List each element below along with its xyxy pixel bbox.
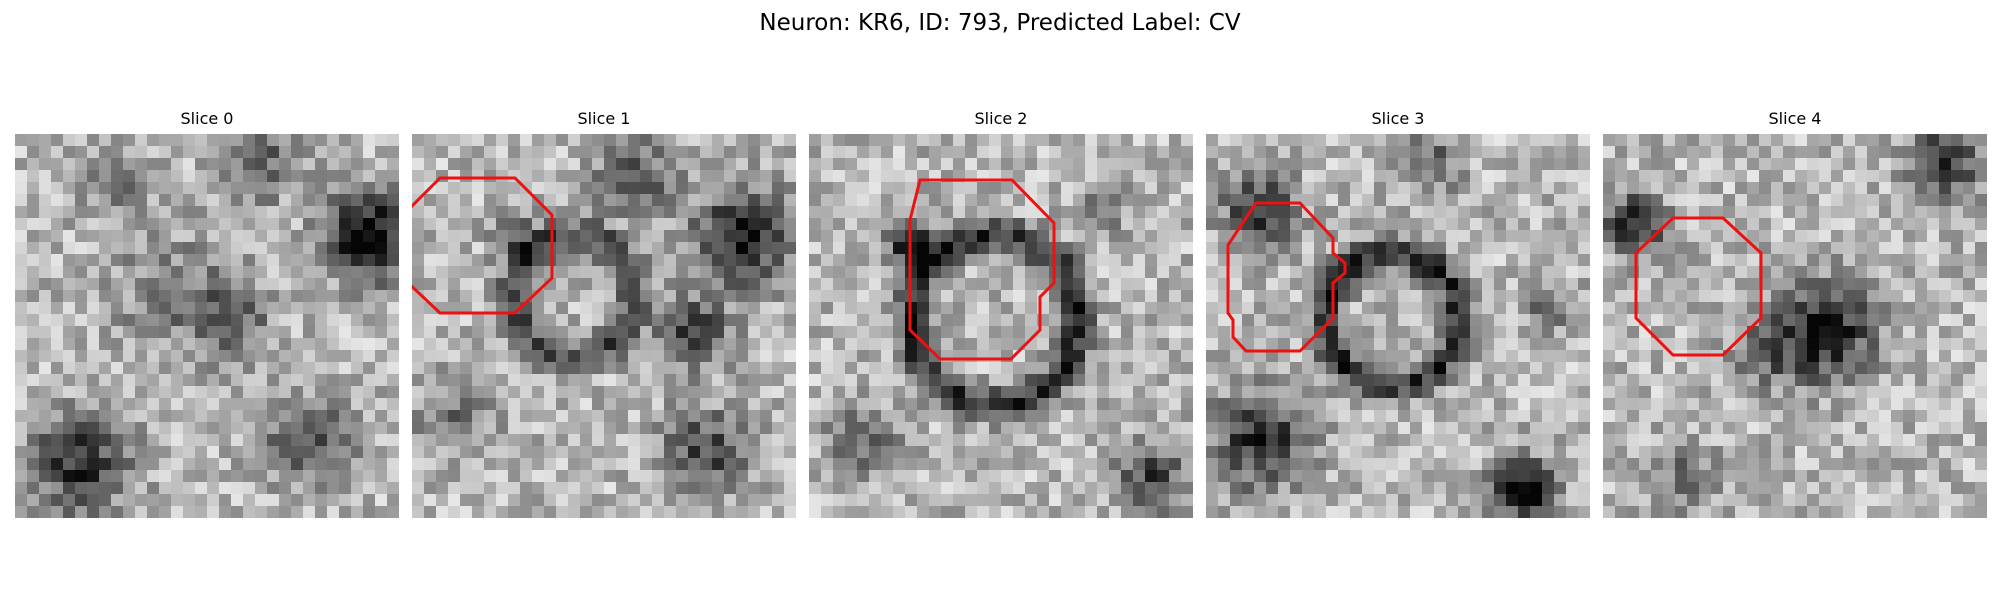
slice-title-4: Slice 4 <box>1768 109 1822 128</box>
slice-title-0: Slice 0 <box>180 109 234 128</box>
slice-title-3: Slice 3 <box>1371 109 1425 128</box>
slice-image-2 <box>809 134 1193 518</box>
slice-image-0 <box>15 134 399 518</box>
roi-contour <box>1634 216 1763 357</box>
slice-title-1: Slice 1 <box>577 109 631 128</box>
slice-image-4 <box>1603 134 1987 518</box>
figure-title: Neuron: KR6, ID: 793, Predicted Label: C… <box>759 10 1241 36</box>
roi-contour <box>1226 201 1347 353</box>
slice-title-2: Slice 2 <box>974 109 1028 128</box>
slice-image-1 <box>412 134 796 518</box>
roi-contour <box>412 176 554 315</box>
slice-image-3 <box>1206 134 1590 518</box>
roi-contour <box>908 178 1056 361</box>
